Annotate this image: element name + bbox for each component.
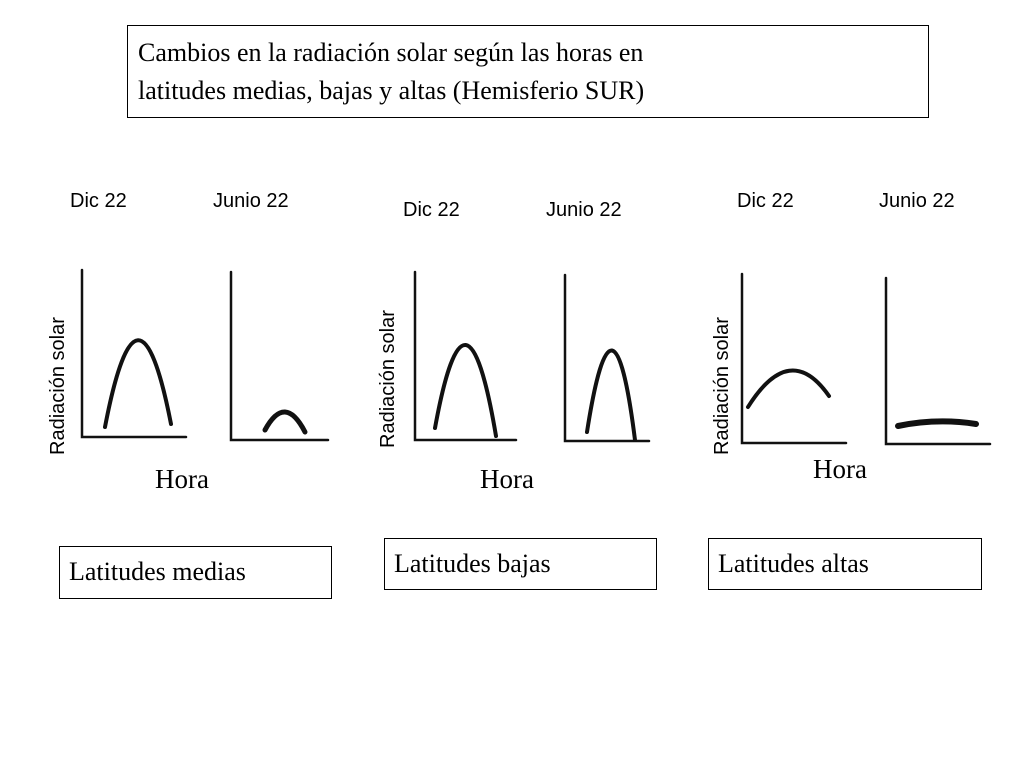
group-altas-dec-axes	[740, 272, 848, 445]
group-bajas-xlabel: Hora	[480, 464, 534, 494]
group-medias-jun-axes	[229, 270, 330, 442]
group-bajas-dec-axes	[413, 270, 518, 442]
zone-box-bajas: Latitudes bajas	[384, 538, 657, 590]
group-bajas-jun-curve	[585, 348, 637, 442]
zone-box-medias: Latitudes medias	[59, 546, 332, 599]
group-altas-jun-plot	[884, 276, 992, 446]
group-medias-jun-plot	[229, 270, 330, 442]
title-line-1: Cambios en la radiación solar según las …	[138, 38, 644, 67]
group-medias-dec-label: Dic 22	[70, 190, 127, 212]
group-bajas-jun-label: Junio 22	[546, 199, 622, 221]
group-medias-xlabel: Hora	[155, 464, 209, 494]
group-bajas-dec-curve	[433, 343, 498, 438]
group-altas-ylabel: Radiación solar	[711, 317, 733, 455]
zone-box-altas: Latitudes altas	[708, 538, 982, 590]
group-medias-ylabel: Radiación solar	[47, 317, 69, 455]
group-altas-jun-axes	[884, 276, 992, 446]
group-altas-xlabel: Hora	[813, 454, 867, 484]
group-altas-dec-plot	[740, 272, 848, 445]
group-medias-jun-label: Junio 22	[213, 190, 289, 212]
group-bajas-dec-label: Dic 22	[403, 199, 460, 221]
group-bajas-dec-plot	[413, 270, 518, 442]
group-bajas-jun-axes	[563, 273, 651, 443]
group-medias-dec-plot	[80, 268, 188, 439]
group-medias-dec-axes	[80, 268, 188, 439]
group-medias-dec-curve	[103, 338, 173, 429]
title-box: Cambios en la radiación solar según las …	[127, 25, 929, 118]
group-altas-jun-label: Junio 22	[879, 190, 955, 212]
group-altas-dec-curve	[746, 368, 831, 409]
group-altas-dec-label: Dic 22	[737, 190, 794, 212]
group-bajas-jun-plot	[563, 273, 651, 443]
group-bajas-ylabel: Radiación solar	[377, 310, 399, 448]
group-altas-jun-curve	[895, 418, 979, 429]
group-medias-jun-curve	[262, 409, 308, 435]
title-line-2: latitudes medias, bajas y altas (Hemisfe…	[138, 76, 645, 105]
